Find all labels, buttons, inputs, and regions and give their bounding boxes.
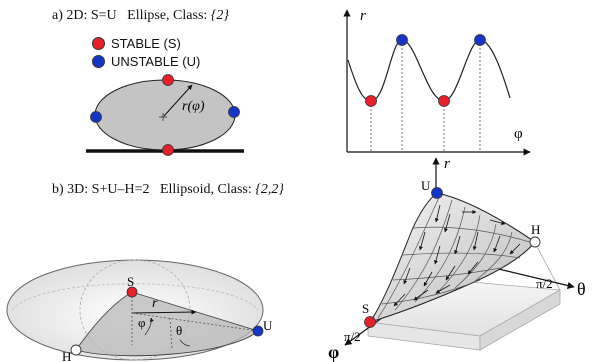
plot-dotted-guides xyxy=(370,40,481,152)
red-dot-icon xyxy=(92,37,105,50)
plot-y-label: r xyxy=(360,8,366,24)
ellipse-radius-label: r(φ) xyxy=(182,99,205,114)
ellipsoid-stable-point xyxy=(126,286,138,298)
ellipsoid-u-line xyxy=(131,312,259,332)
panel-a-shape: Ellipse, Class: xyxy=(127,8,208,23)
radius-arrow xyxy=(163,84,193,117)
ellipsoid-h-label: H xyxy=(62,349,71,362)
r-phi-curve xyxy=(347,39,511,102)
ellipsoid-theta-line xyxy=(169,317,173,351)
ellipsoid-3d: r φ θ S U H xyxy=(6,259,273,362)
panel-b-class-value: {2,2} xyxy=(255,182,284,197)
legend-unstable: UNSTABLE (U) xyxy=(92,54,200,69)
plot-stable-2 xyxy=(438,95,450,107)
surface-sheet xyxy=(368,192,536,323)
surface-flow-arrows xyxy=(393,204,521,307)
ellipsoid-u-label: U xyxy=(263,318,273,333)
ellipsoid-equator-back xyxy=(11,283,259,311)
ellipsoid-theta-label: θ xyxy=(176,323,182,338)
panel-b-title: b) 3D: S+U–H=2 Ellipsoid, Class: {2,2} xyxy=(52,182,284,198)
panel-a-title: a) 2D: S=U Ellipse, Class: {2} xyxy=(52,8,229,24)
surface-r-label: r xyxy=(444,156,450,172)
plot-unstable-2 xyxy=(474,34,486,46)
ellipsoid-r-arrow xyxy=(131,309,197,315)
panel-a-class-value: {2} xyxy=(210,8,229,23)
surface-phi-tick: π/2 xyxy=(344,329,361,344)
ellipsoid-r-label: r xyxy=(152,296,158,311)
blue-dot-icon xyxy=(92,55,105,68)
surface-hybrid-point xyxy=(529,236,541,248)
surface-phi-label: φ xyxy=(328,342,339,362)
center-cross-icon xyxy=(159,113,167,121)
surface-grid xyxy=(377,194,534,319)
plot-x-label: φ xyxy=(514,126,523,142)
legend-unstable-label: UNSTABLE (U) xyxy=(111,54,201,69)
ellipsoid-s-label: S xyxy=(127,274,134,289)
surface-h-label: H xyxy=(531,222,540,237)
ellipsoid-section xyxy=(75,291,259,357)
stable-point-top xyxy=(162,74,174,86)
plot-unstable-1 xyxy=(396,34,408,46)
unstable-point-right xyxy=(228,106,240,118)
panel-b-prefix: b) 3D: S+U–H=2 xyxy=(52,182,150,197)
surface-stable-point xyxy=(364,316,376,328)
ellipsoid-phi-label: φ xyxy=(138,315,146,330)
surface-u-label: U xyxy=(421,178,431,193)
legend-stable-label: STABLE (S) xyxy=(111,36,181,51)
r-phi-plot: r φ xyxy=(343,8,531,156)
stable-point-bottom xyxy=(162,144,174,156)
surface-theta-tick: π/2 xyxy=(536,276,553,291)
ellipsoid-hybrid-point xyxy=(70,344,82,356)
ellipsoid-theta-arc xyxy=(179,339,191,347)
base-box-side xyxy=(479,289,561,351)
panel-a-prefix: a) 2D: S=U xyxy=(52,8,117,23)
surface-theta-label: θ xyxy=(577,279,586,299)
ellipsoid-unstable-point xyxy=(252,325,264,337)
ellipse-2d: r(φ) xyxy=(86,74,244,156)
ellipsoid-phi-arc xyxy=(144,317,154,336)
panel-b-shape: Ellipsoid, Class: xyxy=(159,182,252,197)
plot-stable-1 xyxy=(365,95,377,107)
surface-plot: r θ φ π/2 π/2 xyxy=(328,156,586,362)
legend-stable: STABLE (S) xyxy=(92,36,181,51)
unstable-point-left xyxy=(90,111,102,123)
surface-s-label: S xyxy=(362,301,369,316)
surface-unstable-point xyxy=(431,187,443,199)
